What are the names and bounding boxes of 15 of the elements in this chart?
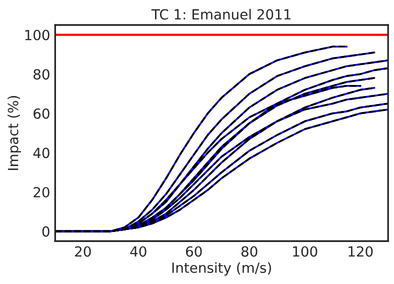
x-axis-title: Intensity (m/s)	[172, 262, 272, 276]
y-tick-label: 20	[34, 186, 50, 198]
y-tick-label: 100	[25, 30, 50, 40]
x-tick-label: 40	[130, 246, 146, 257]
x-tick-label: 20	[75, 246, 91, 257]
y-tick-label: 40	[33, 148, 50, 158]
x-tick-label: 100	[293, 246, 318, 257]
chart-title: TC 1: Emanuel 2011	[151, 8, 290, 20]
x-tick-label: 120	[348, 246, 373, 257]
y-tick-label: 80	[34, 69, 50, 80]
x-tick-label: 60	[186, 246, 202, 257]
x-tick-label: 80	[241, 246, 258, 257]
y-axis-title: Impact (%)	[8, 96, 22, 170]
y-tick-label: 60	[34, 108, 50, 119]
y-tick-label: 0	[42, 226, 50, 237]
